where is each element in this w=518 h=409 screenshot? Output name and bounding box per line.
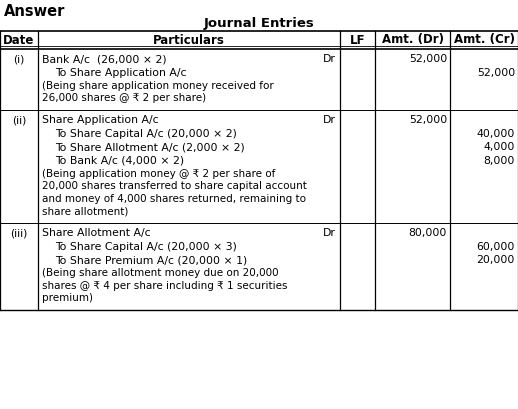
Text: Share Application A/c: Share Application A/c — [42, 115, 159, 125]
Text: Dr: Dr — [323, 115, 336, 125]
Text: shares @ ₹ 4 per share including ₹ 1 securities: shares @ ₹ 4 per share including ₹ 1 sec… — [42, 281, 287, 291]
Text: 40,000: 40,000 — [477, 129, 515, 139]
Text: To Share Premium A/c (20,000 × 1): To Share Premium A/c (20,000 × 1) — [55, 255, 248, 265]
Text: 20,000: 20,000 — [477, 255, 515, 265]
Text: To Bank A/c (4,000 × 2): To Bank A/c (4,000 × 2) — [55, 156, 184, 166]
Text: and money of 4,000 shares returned, remaining to: and money of 4,000 shares returned, rema… — [42, 194, 306, 204]
Text: 60,000: 60,000 — [477, 242, 515, 252]
Text: Amt. (Cr): Amt. (Cr) — [453, 34, 514, 47]
Text: (iii): (iii) — [10, 228, 27, 238]
Text: 4,000: 4,000 — [484, 142, 515, 152]
Text: 80,000: 80,000 — [409, 228, 447, 238]
Text: Date: Date — [3, 34, 35, 47]
Text: 26,000 shares @ ₹ 2 per share): 26,000 shares @ ₹ 2 per share) — [42, 93, 206, 103]
Text: (Being share application money received for: (Being share application money received … — [42, 81, 274, 91]
Text: share allotment): share allotment) — [42, 206, 128, 216]
Text: premium): premium) — [42, 293, 93, 303]
Text: 52,000: 52,000 — [409, 54, 447, 64]
Text: Dr: Dr — [323, 228, 336, 238]
Text: 52,000: 52,000 — [477, 68, 515, 78]
Text: Dr: Dr — [323, 54, 336, 64]
Text: To Share Capital A/c (20,000 × 3): To Share Capital A/c (20,000 × 3) — [55, 242, 237, 252]
Text: To Share Allotment A/c (2,000 × 2): To Share Allotment A/c (2,000 × 2) — [55, 142, 245, 152]
Text: Answer: Answer — [4, 4, 65, 18]
Text: Amt. (Dr): Amt. (Dr) — [381, 34, 443, 47]
Text: To Share Capital A/c (20,000 × 2): To Share Capital A/c (20,000 × 2) — [55, 129, 237, 139]
Text: Share Allotment A/c: Share Allotment A/c — [42, 228, 151, 238]
Text: 52,000: 52,000 — [409, 115, 447, 125]
Text: 8,000: 8,000 — [484, 156, 515, 166]
Text: (i): (i) — [13, 54, 25, 64]
Text: LF: LF — [350, 34, 365, 47]
Text: Journal Entries: Journal Entries — [204, 18, 314, 31]
Text: (Being application money @ ₹ 2 per share of: (Being application money @ ₹ 2 per share… — [42, 169, 276, 179]
Text: 20,000 shares transferred to share capital account: 20,000 shares transferred to share capit… — [42, 181, 307, 191]
Text: To Share Application A/c: To Share Application A/c — [55, 68, 187, 78]
Text: Particulars: Particulars — [153, 34, 225, 47]
Text: (ii): (ii) — [12, 115, 26, 125]
Text: Bank A/c  (26,000 × 2): Bank A/c (26,000 × 2) — [42, 54, 167, 64]
Text: (Being share allotment money due on 20,000: (Being share allotment money due on 20,0… — [42, 268, 279, 278]
